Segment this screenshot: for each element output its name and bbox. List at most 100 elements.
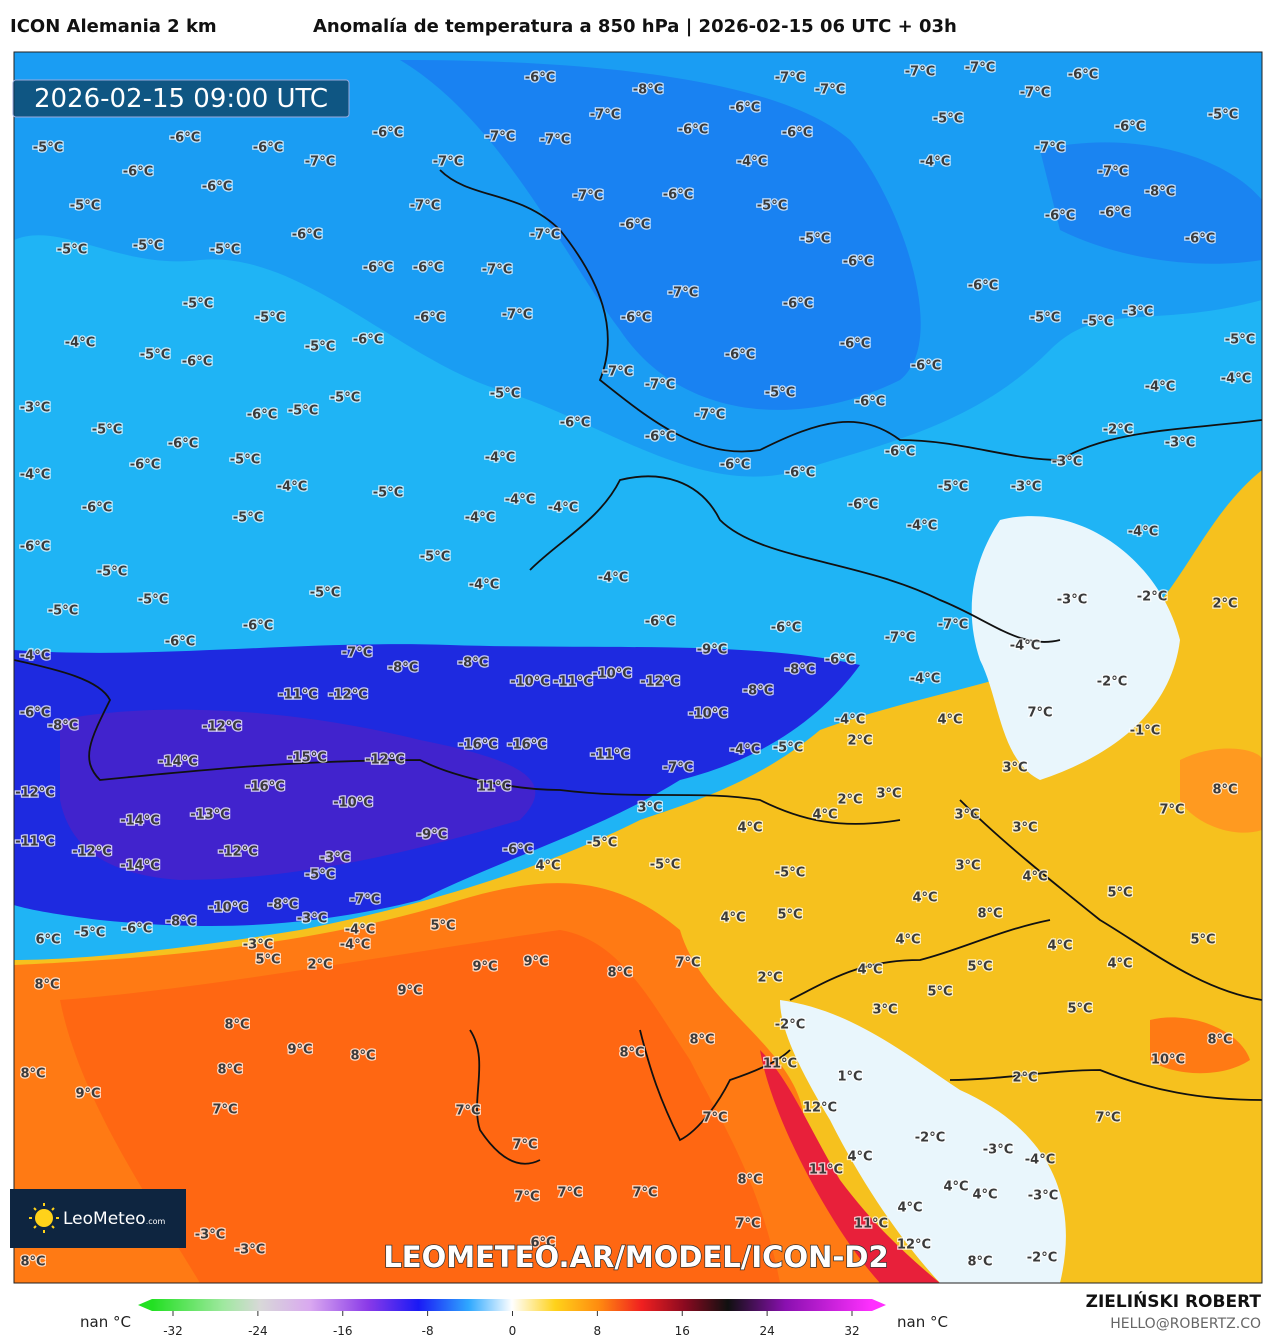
temperature-label: -5°C bbox=[490, 387, 520, 402]
temperature-label: -7°C bbox=[573, 189, 603, 204]
temperature-label: 4°C bbox=[812, 808, 837, 823]
temperature-label: -7°C bbox=[540, 133, 570, 148]
temperature-label: -5°C bbox=[183, 297, 213, 312]
temperature-label: 8°C bbox=[34, 978, 59, 993]
temperature-label: -7°C bbox=[668, 286, 698, 301]
temperature-label: 12°C bbox=[803, 1101, 837, 1116]
temperature-label: -8°C bbox=[458, 656, 488, 671]
temperature-label: 5°C bbox=[1107, 886, 1132, 901]
temperature-label: -6°C bbox=[843, 255, 873, 270]
temperature-label: -12°C bbox=[72, 845, 112, 860]
temperature-label: 7°C bbox=[455, 1104, 480, 1119]
temperature-label: 3°C bbox=[955, 859, 980, 874]
temperature-label: -4°C bbox=[730, 743, 760, 758]
temperature-label: -6°C bbox=[123, 165, 153, 180]
temperature-label: -8°C bbox=[743, 684, 773, 699]
temperature-label: -4°C bbox=[465, 511, 495, 526]
temperature-label: 3°C bbox=[876, 787, 901, 802]
temperature-label: -6°C bbox=[247, 408, 277, 423]
temperature-label: -8°C bbox=[785, 663, 815, 678]
temperature-label: -5°C bbox=[1083, 315, 1113, 330]
temperature-label: 8°C bbox=[1207, 1033, 1232, 1048]
temperature-label: -5°C bbox=[420, 550, 450, 565]
temperature-label: -3°C bbox=[983, 1143, 1013, 1158]
temperature-label: -4°C bbox=[345, 923, 375, 938]
temperature-label: 4°C bbox=[737, 821, 762, 836]
temperature-label: 4°C bbox=[1047, 939, 1072, 954]
temperature-label: 8°C bbox=[967, 1255, 992, 1270]
temperature-label: 5°C bbox=[1190, 933, 1215, 948]
temperature-label: -3°C bbox=[320, 851, 350, 866]
temperature-label: 3°C bbox=[872, 1003, 897, 1018]
temperature-label: -6°C bbox=[373, 126, 403, 141]
logo-sun bbox=[35, 1209, 53, 1227]
temperature-label: 5°C bbox=[777, 908, 802, 923]
temperature-label: -8°C bbox=[1145, 185, 1175, 200]
temperature-label: -6°C bbox=[911, 359, 941, 374]
temperature-label: -11°C bbox=[15, 835, 55, 850]
temperature-label: -4°C bbox=[910, 672, 940, 687]
temperature-label: -3°C bbox=[1011, 480, 1041, 495]
temperature-label: -4°C bbox=[907, 519, 937, 534]
temperature-label: -6°C bbox=[130, 458, 160, 473]
temperature-label: -3°C bbox=[1028, 1189, 1058, 1204]
warm-east-2 bbox=[1180, 748, 1262, 833]
temperature-label: -5°C bbox=[70, 199, 100, 214]
temperature-label: -4°C bbox=[920, 155, 950, 170]
temperature-label: 7°C bbox=[1095, 1111, 1120, 1126]
temperature-label: -7°C bbox=[1035, 141, 1065, 156]
temperature-label: -5°C bbox=[33, 141, 63, 156]
contact: HELLO@ROBERTZ.CO bbox=[1110, 1316, 1261, 1332]
temperature-label: -8°C bbox=[388, 661, 418, 676]
temperature-label: -5°C bbox=[773, 741, 803, 756]
temperature-label: 8°C bbox=[619, 1046, 644, 1061]
author: ZIELIŃSKI ROBERT bbox=[1086, 1290, 1262, 1312]
temperature-label: -6°C bbox=[353, 333, 383, 348]
temperature-label: -3°C bbox=[20, 401, 50, 416]
map-title: Anomalía de temperatura a 850 hPa | 2026… bbox=[313, 16, 957, 37]
temperature-label: -6°C bbox=[170, 131, 200, 146]
temperature-label: 4°C bbox=[943, 1180, 968, 1195]
temperature-label: -10°C bbox=[592, 667, 632, 682]
temperature-label: -16°C bbox=[245, 780, 285, 795]
colorbar-arrow-left bbox=[138, 1299, 152, 1311]
temperature-label: 8°C bbox=[20, 1255, 45, 1270]
temperature-label: -6°C bbox=[202, 180, 232, 195]
temperature-label: -13°C bbox=[190, 808, 230, 823]
temperature-label: -6°C bbox=[620, 218, 650, 233]
temperature-label: -3°C bbox=[1123, 305, 1153, 320]
temperature-label: -5°C bbox=[310, 586, 340, 601]
temperature-label: 8°C bbox=[1212, 783, 1237, 798]
temperature-label: -6°C bbox=[645, 430, 675, 445]
temperature-label: -6°C bbox=[253, 141, 283, 156]
temperature-label: -4°C bbox=[485, 451, 515, 466]
temperature-label: 7°C bbox=[702, 1111, 727, 1126]
temperature-label: -1°C bbox=[1130, 724, 1160, 739]
temperature-label: 2°C bbox=[847, 734, 872, 749]
temperature-label: 2°C bbox=[837, 793, 862, 808]
temperature-label: 9°C bbox=[472, 960, 497, 975]
temperature-label: -8°C bbox=[268, 898, 298, 913]
temperature-label: -8°C bbox=[48, 719, 78, 734]
temperature-label: -6°C bbox=[855, 395, 885, 410]
logo-suffix: .com bbox=[146, 1217, 166, 1226]
temperature-label: -12°C bbox=[328, 688, 368, 703]
temperature-label: -3°C bbox=[1057, 593, 1087, 608]
temperature-label: -3°C bbox=[1052, 455, 1082, 470]
temperature-label: -7°C bbox=[815, 83, 845, 98]
temperature-label: 8°C bbox=[977, 907, 1002, 922]
temperature-label: -2°C bbox=[1137, 590, 1167, 605]
temperature-label: -3°C bbox=[297, 912, 327, 927]
temperature-label: -6°C bbox=[243, 619, 273, 634]
temperature-label: -6°C bbox=[645, 615, 675, 630]
temperature-label: 4°C bbox=[847, 1150, 872, 1165]
temperature-label: -6°C bbox=[968, 279, 998, 294]
temperature-label: -5°C bbox=[92, 423, 122, 438]
warm-east bbox=[1150, 1017, 1250, 1074]
temperature-label: -5°C bbox=[138, 593, 168, 608]
temperature-label: -2°C bbox=[915, 1131, 945, 1146]
logo-name: LeoMeteo bbox=[63, 1209, 146, 1229]
warm-peak bbox=[60, 930, 780, 1283]
temperature-label: -6°C bbox=[1185, 232, 1215, 247]
